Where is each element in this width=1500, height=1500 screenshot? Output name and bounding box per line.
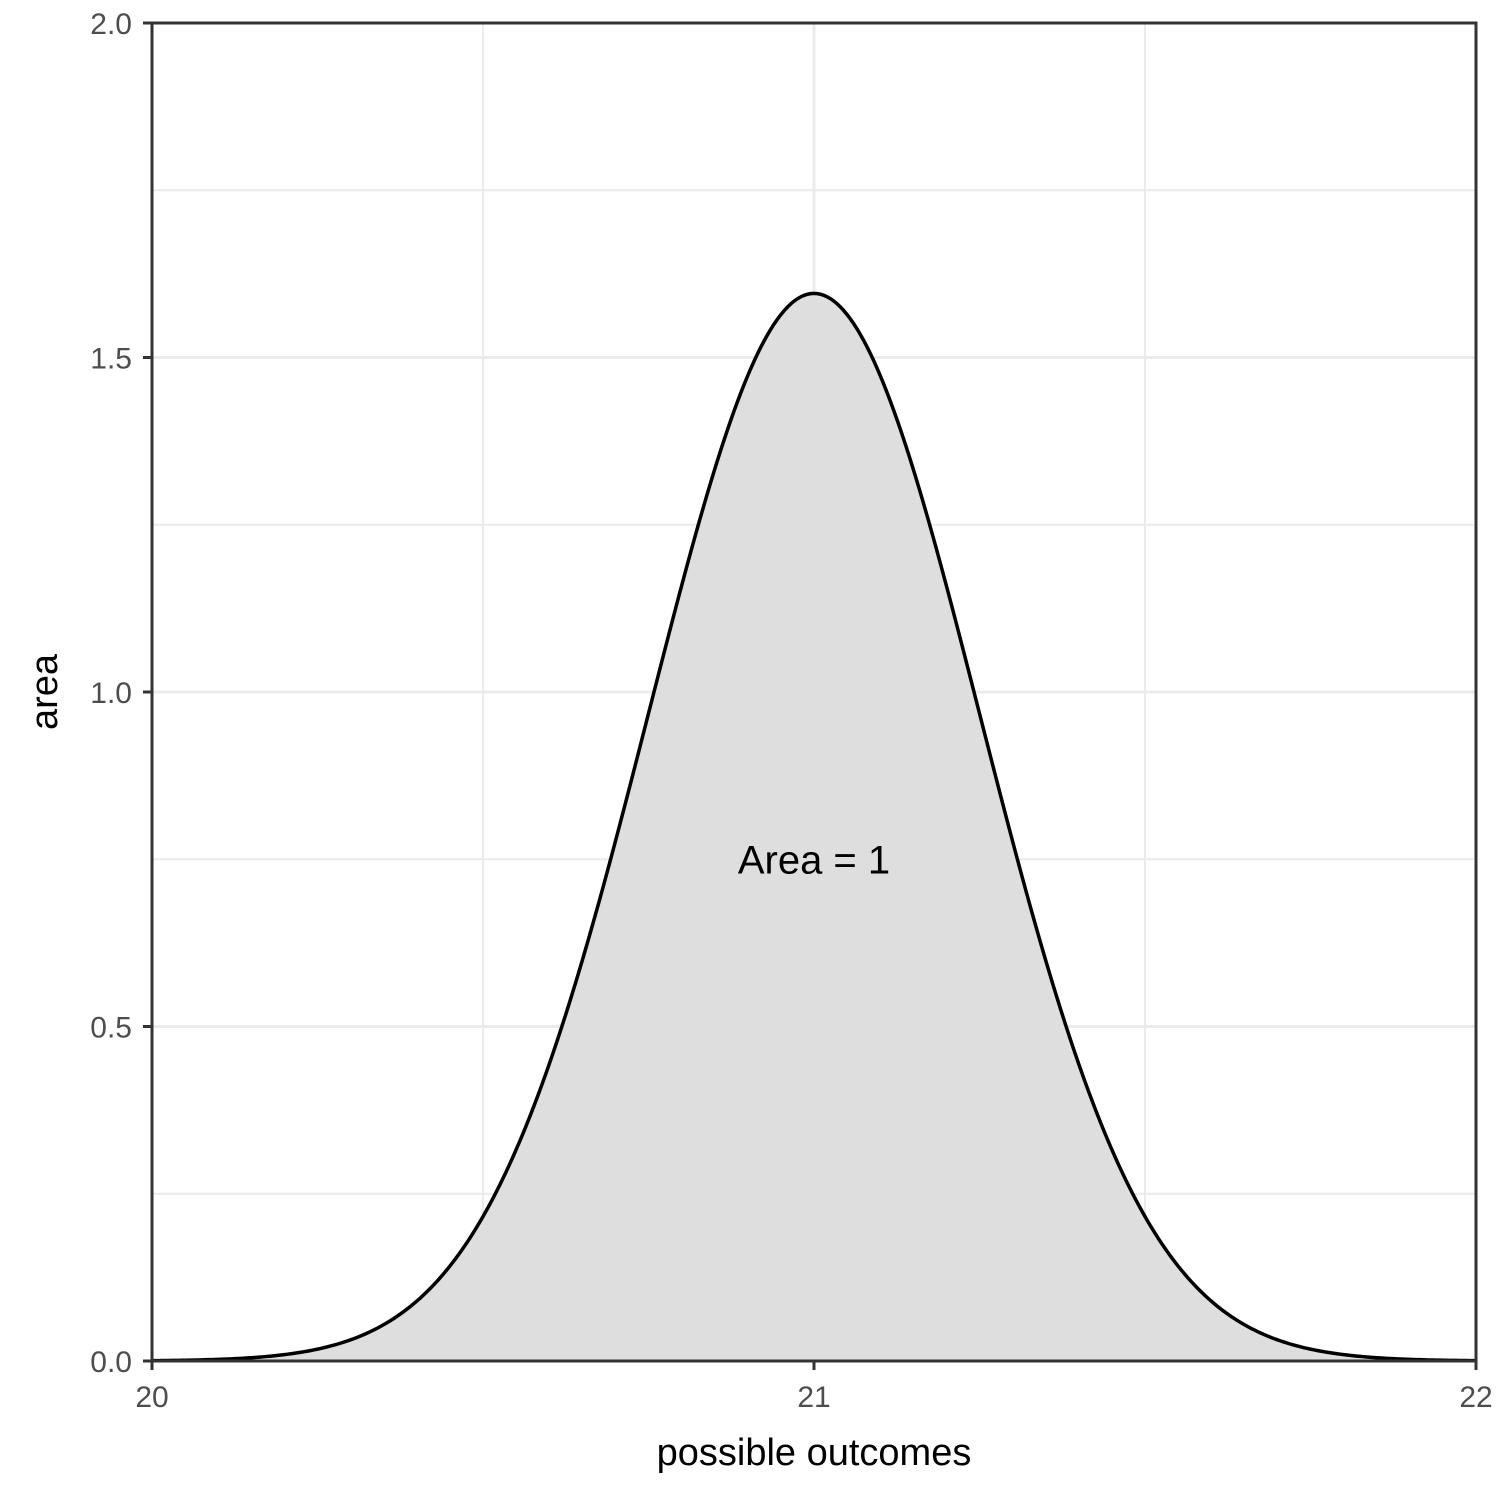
x-tick-label: 22 [1459,1381,1492,1414]
density-curve-line [151,291,1477,1363]
x-axis-ticks: 20 21 22 [135,1361,1493,1414]
y-tick-label: 0.0 [90,1346,132,1379]
density-area-fill [152,293,1476,1362]
area-annotation: Area = 1 [738,838,890,882]
y-tick-label: 1.5 [90,343,132,376]
y-tick-label: 1.0 [90,677,132,710]
x-axis-title: possible outcomes [657,1432,972,1474]
x-tick-label: 21 [797,1381,830,1414]
x-tick-label: 20 [135,1381,168,1414]
y-axis-title: area [24,653,66,730]
y-tick-label: 2.0 [90,8,132,41]
y-tick-label: 0.5 [90,1012,132,1045]
y-axis-ticks: 0.0 0.5 1.0 1.5 2.0 [90,8,152,1379]
